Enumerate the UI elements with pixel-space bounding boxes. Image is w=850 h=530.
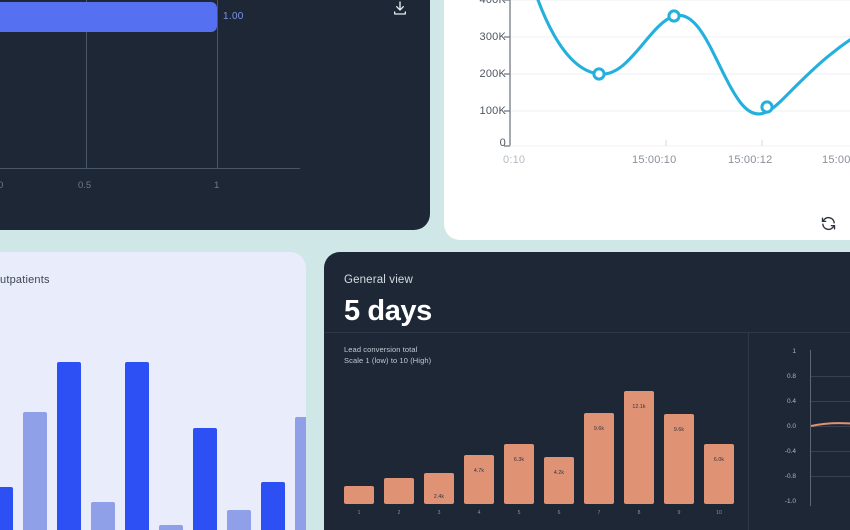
gvbar-label-6: 4.2k [553, 470, 565, 476]
general-view-header: General view 5 days [324, 252, 850, 328]
mini-ytick-1: 1 [792, 348, 796, 355]
line-chart-actions [820, 215, 850, 232]
gvbar-label-9: 9.6k [673, 427, 685, 433]
gridline-0.5 [86, 0, 87, 168]
gvbar-5 [504, 444, 534, 504]
ytick-100k: 100K [479, 105, 506, 117]
gvtick-1: 1 [357, 510, 361, 516]
gridline-1 [217, 0, 218, 168]
lead-conversion-caption: Lead conversion total Scale 1 (low) to 1… [344, 345, 431, 367]
x-axis-line [0, 168, 300, 169]
gvtick-3: 3 [437, 510, 441, 516]
general-view-panel: General view 5 days Lead conversion tota… [324, 252, 850, 530]
gvbar-8 [624, 391, 654, 504]
bar-dark-1 [0, 487, 13, 530]
bar-dark-5 [125, 362, 149, 530]
mini-y-axis [810, 350, 811, 506]
mini-ytick--1.0: -1.0 [784, 498, 796, 505]
gvtick-4: 4 [477, 510, 481, 516]
mini-grid--0.8 [811, 476, 850, 477]
caption-line-2: Scale 1 (low) to 10 (High) [344, 355, 432, 365]
mini-grid-0.8 [811, 376, 850, 377]
general-view-vertical-divider [748, 332, 749, 530]
line-chart-panel: 400K 300K 200K 100K 0 [444, 0, 850, 240]
general-view-divider [324, 332, 850, 333]
gvbar-label-3: 2.4k [433, 494, 445, 500]
download-icon[interactable] [392, 0, 408, 16]
bar-light-10 [295, 417, 306, 530]
gvbar-3 [424, 473, 454, 504]
xtick-0.5: 0.5 [78, 180, 92, 191]
mini-grid-0.0 [811, 426, 850, 427]
ytick-400k: 400K [479, 0, 506, 6]
mini-line-plot [811, 422, 850, 427]
bar-light-6 [159, 525, 183, 530]
gvbar-4 [464, 455, 494, 504]
gvtick-6: 6 [557, 510, 561, 516]
mini-ytick--0.8: -0.8 [784, 473, 796, 480]
gvbar-label-8: 12.1k [632, 404, 646, 410]
gvbar-6 [544, 457, 574, 504]
gvbar-label-5: 6.3k [513, 457, 525, 463]
horizontal-bar-plot: 1.00 0.1 0 0.5 1 [0, 0, 430, 230]
ytick-200k: 200K [479, 68, 506, 80]
xtick-0010: 0:10 [503, 154, 526, 166]
gvbar-10 [704, 444, 734, 504]
xtick-150010: 15:00:10 [632, 154, 677, 166]
gvtick-2: 2 [397, 510, 401, 516]
light-bar-title: utpatients [0, 274, 50, 286]
xtick-0: 0 [0, 180, 4, 191]
xtick-150012: 15:00:12 [728, 154, 773, 166]
lead-conversion-bar-plot: 2.4k 4.7k 6.3k 4.2k 9.6k 12.1k 9.6k 6.0k… [338, 376, 738, 528]
general-view-headline: 5 days [344, 295, 432, 327]
ytick-0: 0 [499, 137, 506, 149]
light-bar-plot [0, 347, 306, 530]
gvtick-10: 10 [716, 510, 722, 516]
bar-dark-7 [193, 428, 217, 530]
mini-grid--0.4 [811, 451, 850, 452]
caption-line-1: Lead conversion total [344, 345, 418, 354]
mini-ytick--0.4: -0.4 [784, 448, 796, 455]
bar-light-2 [23, 412, 47, 530]
general-view-kicker: General view [344, 274, 413, 286]
mini-ytick-0.4: 0.4 [786, 398, 796, 405]
gvbar-2 [384, 478, 414, 504]
bar-dark-9 [261, 482, 285, 530]
bar-value-series-1: 1.00 [223, 11, 244, 22]
refresh-icon[interactable] [820, 215, 837, 232]
bar-series-1 [0, 2, 217, 32]
gvbar-9 [664, 414, 694, 504]
bar-light-8 [227, 510, 251, 530]
gvbar-label-4: 4.7k [473, 468, 485, 474]
line-plot [504, 0, 850, 147]
light-bar-panel: utpatients [0, 252, 306, 530]
gvtick-8: 8 [637, 510, 641, 516]
mini-ytick-0.8: 0.8 [786, 373, 796, 380]
bar-dark-3 [57, 362, 81, 530]
gvtick-9: 9 [677, 510, 681, 516]
mini-grid-0.4 [811, 401, 850, 402]
xtick-1: 1 [214, 180, 220, 191]
ytick-300k: 300K [479, 31, 506, 43]
gvbar-7 [584, 413, 614, 504]
horizontal-bar-panel: 1.00 0.1 0 0.5 1 [0, 0, 430, 230]
gvtick-7: 7 [597, 510, 601, 516]
gvbar-label-10: 6.0k [713, 457, 725, 463]
mini-chart: 1 0.8 0.4 0.0 -0.4 -0.8 -1.0 [756, 348, 850, 530]
gvtick-5: 5 [517, 510, 521, 516]
gvbar-label-7: 9.6k [593, 426, 605, 432]
mini-ytick-0.0: 0.0 [786, 423, 796, 430]
xtick-150014: 15:00:14 [822, 154, 850, 166]
gvbar-1 [344, 486, 374, 504]
bar-light-4 [91, 502, 115, 530]
